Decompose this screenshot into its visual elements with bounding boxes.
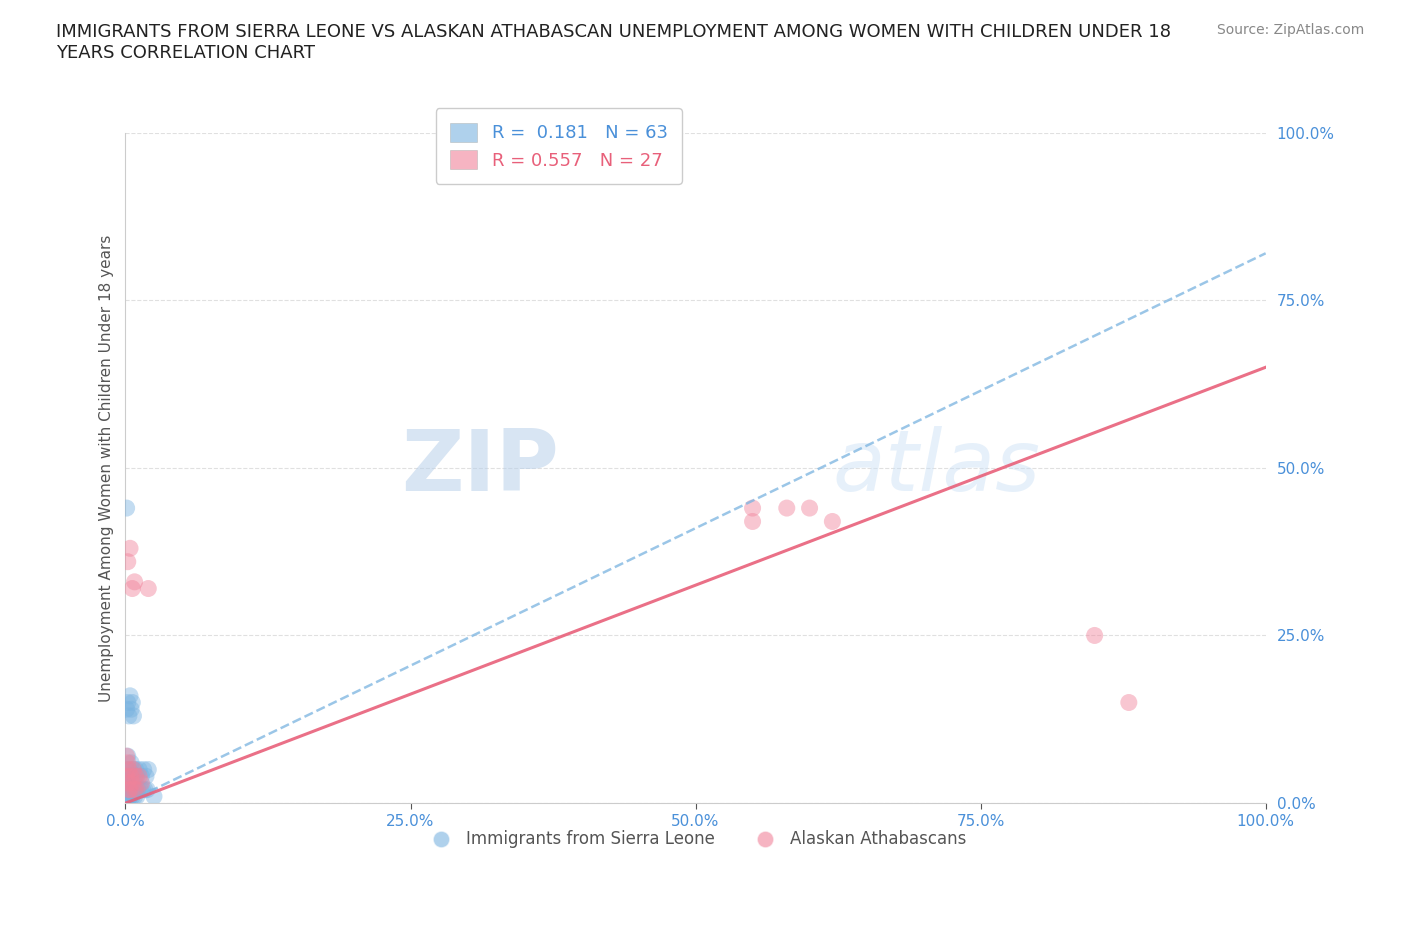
Point [118, 541, 141, 556]
Point [115, 789, 138, 804]
Legend: Immigrants from Sierra Leone, Alaskan Athabascans: Immigrants from Sierra Leone, Alaskan At… [418, 824, 973, 855]
Point [115, 500, 138, 515]
Point [117, 776, 139, 790]
Point [121, 789, 143, 804]
Point [118, 789, 141, 804]
Point [125, 769, 148, 784]
Text: ZIP: ZIP [401, 426, 558, 510]
Point [118, 769, 141, 784]
Point [122, 709, 145, 724]
Point [134, 782, 156, 797]
Text: atlas: atlas [832, 426, 1040, 510]
Point [128, 769, 150, 784]
Text: Source: ZipAtlas.com: Source: ZipAtlas.com [1216, 23, 1364, 37]
Point [120, 769, 142, 784]
Point [128, 762, 150, 777]
Point [118, 762, 141, 777]
Point [135, 769, 157, 784]
Point [118, 789, 141, 804]
Point [115, 782, 138, 797]
Point [117, 789, 139, 804]
Point [741, 514, 763, 529]
Point [741, 500, 763, 515]
Point [127, 782, 149, 797]
Point [117, 695, 139, 710]
Point [1118, 695, 1140, 710]
Point [118, 762, 141, 777]
Point [117, 776, 139, 790]
Point [115, 782, 138, 797]
Point [118, 782, 141, 797]
Point [125, 769, 148, 784]
Point [120, 755, 142, 770]
Point [124, 782, 146, 797]
Point [115, 789, 138, 804]
Point [118, 709, 141, 724]
Point [115, 776, 138, 790]
Point [115, 782, 138, 797]
Point [115, 789, 138, 804]
Point [115, 749, 138, 764]
Point [131, 782, 153, 797]
Point [117, 749, 139, 764]
Point [132, 762, 155, 777]
Point [136, 581, 159, 596]
Point [118, 782, 141, 797]
Point [115, 782, 138, 797]
Point [115, 789, 138, 804]
Point [118, 782, 141, 797]
Point [120, 782, 142, 797]
Point [115, 789, 138, 804]
Point [121, 581, 143, 596]
Point [136, 782, 159, 797]
Point [122, 762, 145, 777]
Point [121, 776, 143, 790]
Point [117, 755, 139, 770]
Point [776, 500, 799, 515]
Point [129, 782, 152, 797]
Point [115, 762, 138, 777]
Point [115, 769, 138, 784]
Point [115, 789, 138, 804]
Point [1084, 628, 1107, 643]
Point [115, 789, 138, 804]
Point [115, 776, 138, 790]
Point [131, 776, 153, 790]
Y-axis label: Unemployment Among Women with Children Under 18 years: Unemployment Among Women with Children U… [100, 234, 114, 701]
Point [117, 782, 139, 797]
Point [120, 702, 142, 717]
Point [118, 789, 141, 804]
Point [125, 782, 148, 797]
Point [125, 789, 148, 804]
Point [821, 514, 844, 529]
Point [799, 500, 821, 515]
Point [117, 554, 139, 569]
Point [122, 782, 145, 797]
Point [121, 769, 143, 784]
Point [118, 782, 141, 797]
Point [131, 769, 153, 784]
Point [124, 575, 146, 590]
Point [115, 776, 138, 790]
Point [117, 789, 139, 804]
Point [124, 769, 146, 784]
Point [115, 782, 138, 797]
Point [115, 789, 138, 804]
Point [125, 782, 148, 797]
Point [117, 776, 139, 790]
Point [118, 688, 141, 703]
Point [115, 769, 138, 784]
Point [125, 762, 148, 777]
Point [121, 695, 143, 710]
Point [124, 789, 146, 804]
Point [136, 762, 159, 777]
Point [115, 782, 138, 797]
Text: IMMIGRANTS FROM SIERRA LEONE VS ALASKAN ATHABASCAN UNEMPLOYMENT AMONG WOMEN WITH: IMMIGRANTS FROM SIERRA LEONE VS ALASKAN … [56, 23, 1171, 62]
Point [143, 789, 166, 804]
Point [115, 702, 138, 717]
Point [122, 762, 145, 777]
